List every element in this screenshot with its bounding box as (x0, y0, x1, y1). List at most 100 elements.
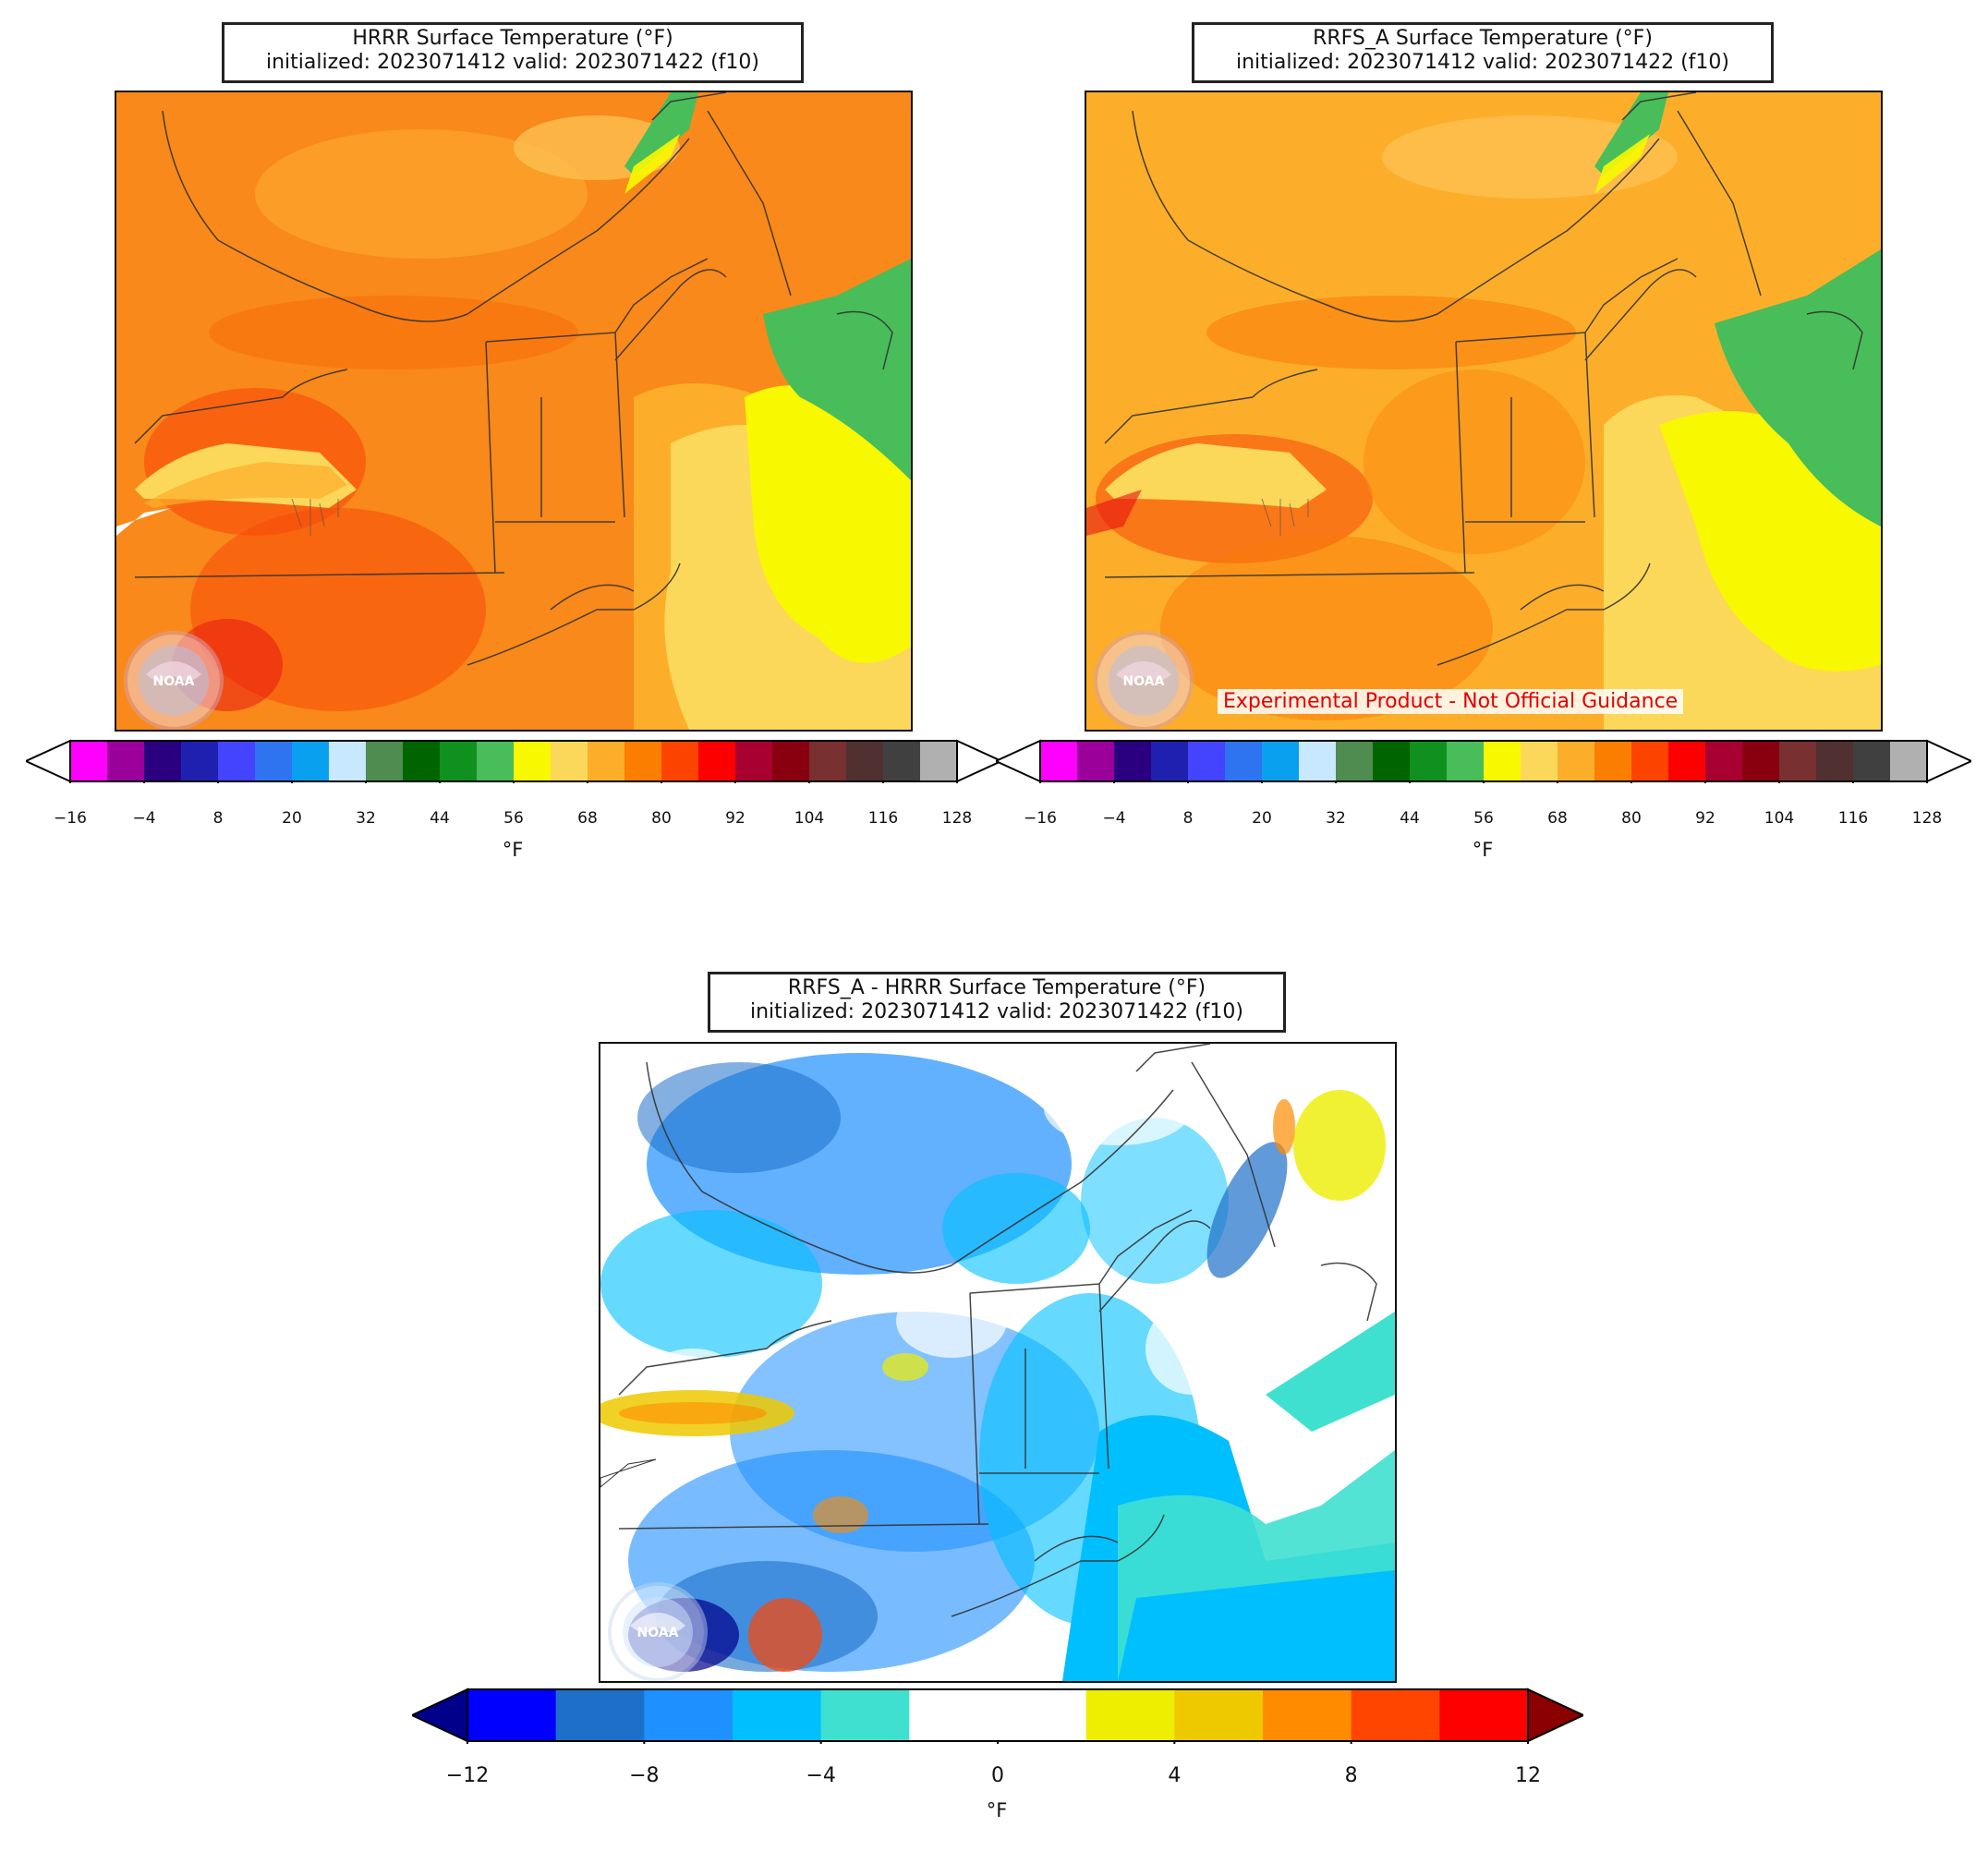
hrrr-colorbar-swatch (735, 741, 773, 781)
hrrr-colorbar-tick-label: 32 (356, 809, 376, 828)
diff-colorbar-tick-label: −8 (629, 1764, 660, 1787)
diff-colorbar-swatch (467, 1689, 557, 1741)
rrfs-colorbar-tick-label: −4 (1102, 809, 1126, 828)
rrfs-colorbar-swatch (1188, 741, 1226, 781)
hrrr-colorbar-swatch (440, 741, 478, 781)
diff-colorbar-swatch (1351, 1689, 1440, 1741)
hrrr-colorbar-swatch (883, 741, 921, 781)
hrrr-colorbar-swatch (144, 741, 182, 781)
noaa-logo: NOAA (118, 630, 229, 730)
hrrr-title-line2: initialized: 2023071412 valid: 202307142… (266, 51, 759, 74)
hrrr-colorbar-swatch (329, 741, 367, 781)
hrrr-colorbar-tick-label: 104 (794, 809, 825, 828)
rrfs-colorbar-tick-label: 56 (1473, 809, 1494, 828)
rrfs-colorbar-swatch (1336, 741, 1374, 781)
diff-colorbar-tick-label: 4 (1168, 1764, 1182, 1787)
diff-colorbar-tick-label: 8 (1344, 1764, 1358, 1787)
rrfs-colorbar-swatch (1594, 741, 1632, 781)
diff-colorbar-tick-label: −4 (806, 1764, 836, 1787)
rrfs-title-line1: RRFS_A Surface Temperature (°F) (1313, 27, 1653, 50)
rrfs-colorbar-under-arrow (993, 739, 1041, 783)
rrfs-title: RRFS_A Surface Temperature (°F) initiali… (1192, 22, 1774, 83)
noaa-logo: NOAA (1088, 630, 1199, 730)
rrfs-colorbar-tick-label: 80 (1621, 809, 1642, 828)
rrfs-colorbar-swatch (1705, 741, 1743, 781)
diff-colorbar (409, 1687, 1586, 1748)
rrfs-colorbar-swatch (1779, 741, 1817, 781)
diff-colorbar-unit-label: °F (986, 1799, 1008, 1821)
rrfs-colorbar-swatch (1299, 741, 1337, 781)
hrrr-title: HRRR Surface Temperature (°F) initialize… (222, 22, 804, 83)
rrfs-colorbar-tick-label: 8 (1182, 809, 1194, 828)
hrrr-colorbar-swatch (70, 741, 108, 781)
hrrr-colorbar-tick-label: 68 (577, 809, 598, 828)
diff-colorbar-tick-label: 12 (1515, 1764, 1541, 1787)
rrfs-colorbar-swatch (1040, 741, 1078, 781)
rrfs-colorbar-swatch (1890, 741, 1928, 781)
rrfs-colorbar-tick-label: 32 (1326, 809, 1346, 828)
noaa-logo-text: NOAA (637, 1626, 679, 1640)
diff-title: RRFS_A - HRRR Surface Temperature (°F) i… (708, 972, 1286, 1033)
rrfs-colorbar-over-arrow (1926, 739, 1974, 783)
diff-colorbar-over-arrow (1527, 1688, 1586, 1743)
hrrr-colorbar-tick-label: 44 (430, 809, 450, 828)
noaa-logo-text: NOAA (1123, 674, 1165, 689)
hrrr-colorbar-swatch (698, 741, 736, 781)
rrfs-colorbar-swatch (1484, 741, 1521, 781)
hrrr-colorbar-swatch (255, 741, 293, 781)
hrrr-colorbar-swatch (292, 741, 330, 781)
hrrr-colorbar-tick-label: 128 (941, 809, 973, 828)
rrfs-colorbar-swatch (1077, 741, 1115, 781)
rrfs-colorbar-tick-label: 20 (1252, 809, 1272, 828)
diff-colorbar-swatch (733, 1689, 822, 1741)
diff-colorbar-swatch (644, 1689, 733, 1741)
hrrr-colorbar-tick-label: −16 (54, 809, 87, 828)
hrrr-title-line1: HRRR Surface Temperature (°F) (352, 27, 673, 50)
hrrr-colorbar-over-arrow (956, 739, 1004, 783)
hrrr-colorbar-tick-label: −4 (132, 809, 156, 828)
rrfs-colorbar-tick-label: 68 (1547, 809, 1568, 828)
hrrr-temperature-colorbar (23, 739, 1004, 787)
rrfs-colorbar-swatch (1816, 741, 1854, 781)
hrrr-colorbar-tick-label: 20 (282, 809, 302, 828)
diff-colorbar-tick-label: −12 (445, 1764, 490, 1787)
rrfs-colorbar-swatch (1225, 741, 1263, 781)
rrfs-colorbar-swatch (1668, 741, 1706, 781)
hrrr-colorbar-swatch (107, 741, 145, 781)
diff-colorbar-tick-labels: −12 −8 −4 0 4 8 12 (446, 1764, 1541, 1790)
diff-colorbar-swatch (998, 1689, 1087, 1741)
hrrr-colorbar-tick-label: 8 (212, 809, 224, 828)
hrrr-colorbar-swatch (477, 741, 515, 781)
rrfs-colorbar-swatch (1558, 741, 1595, 781)
rrfs-colorbar-tick-label: 104 (1764, 809, 1795, 828)
diff-colorbar-tick-label: 0 (991, 1764, 1004, 1787)
diff-colorbar-swatch (820, 1689, 910, 1741)
diff-colorbar-swatch (555, 1689, 645, 1741)
rrfs-title-line2: initialized: 2023071412 valid: 202307142… (1236, 51, 1729, 74)
hrrr-colorbar-swatch (846, 741, 884, 781)
hrrr-colorbar-swatch (772, 741, 810, 781)
hrrr-colorbar-tick-labels: −16 −4 8 20 32 44 56 68 80 92 104 116 128 (54, 809, 972, 831)
rrfs-colorbar-tick-label: −16 (1024, 809, 1057, 828)
rrfs-colorbar-tick-label: 92 (1695, 809, 1715, 828)
hrrr-colorbar-swatch (551, 741, 588, 781)
hrrr-colorbar-swatch (661, 741, 699, 781)
rrfs-colorbar-swatch (1262, 741, 1300, 781)
hrrr-colorbar-swatch (920, 741, 958, 781)
rrfs-colorbar-tick-labels: −16 −4 8 20 32 44 56 68 80 92 104 116 128 (1024, 809, 1942, 831)
noaa-logo: NOAA (602, 1581, 713, 1681)
hrrr-colorbar-swatch (624, 741, 662, 781)
diff-colorbar-swatch (909, 1689, 999, 1741)
rrfs-temperature-colorbar (993, 739, 1974, 787)
rrfs-colorbar-tick-label: 128 (1911, 809, 1943, 828)
hrrr-colorbar-swatch (403, 741, 441, 781)
rrfs-colorbar-swatch (1373, 741, 1411, 781)
hrrr-colorbar-swatch (588, 741, 625, 781)
hrrr-colorbar-tick-label: 92 (725, 809, 746, 828)
rrfs-colorbar-swatch (1114, 741, 1152, 781)
rrfs-colorbar-swatch (1631, 741, 1669, 781)
hrrr-colorbar-swatch (218, 741, 256, 781)
diff-colorbar-swatch (1085, 1689, 1175, 1741)
diff-colorbar-swatch (1174, 1689, 1264, 1741)
hrrr-temperature-map: NOAA (115, 91, 913, 732)
